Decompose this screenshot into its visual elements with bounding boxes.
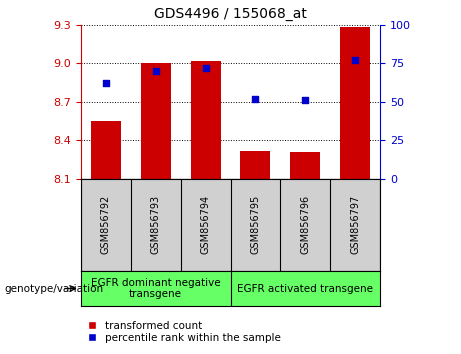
Text: EGFR dominant negative
transgene: EGFR dominant negative transgene [91,278,220,299]
Bar [340,27,370,179]
Point [202,65,209,71]
Text: GSM856796: GSM856796 [301,195,310,255]
Point [301,97,309,103]
Point [102,80,109,86]
Text: GSM856795: GSM856795 [250,195,260,255]
Text: GSM856792: GSM856792 [100,195,111,255]
Text: EGFR activated transgene: EGFR activated transgene [237,284,373,293]
Text: GSM856793: GSM856793 [151,195,160,255]
Bar [141,63,171,179]
Text: GSM856797: GSM856797 [350,195,361,255]
Point [252,96,259,102]
Point [152,68,160,74]
Legend: transformed count, percentile rank within the sample: transformed count, percentile rank withi… [86,319,283,345]
Point [352,57,359,63]
Text: GSM856794: GSM856794 [201,195,211,255]
Text: genotype/variation: genotype/variation [5,284,104,293]
Title: GDS4496 / 155068_at: GDS4496 / 155068_at [154,7,307,21]
Bar [241,150,271,179]
Bar [91,121,121,179]
Bar [290,152,320,179]
Bar [190,61,220,179]
